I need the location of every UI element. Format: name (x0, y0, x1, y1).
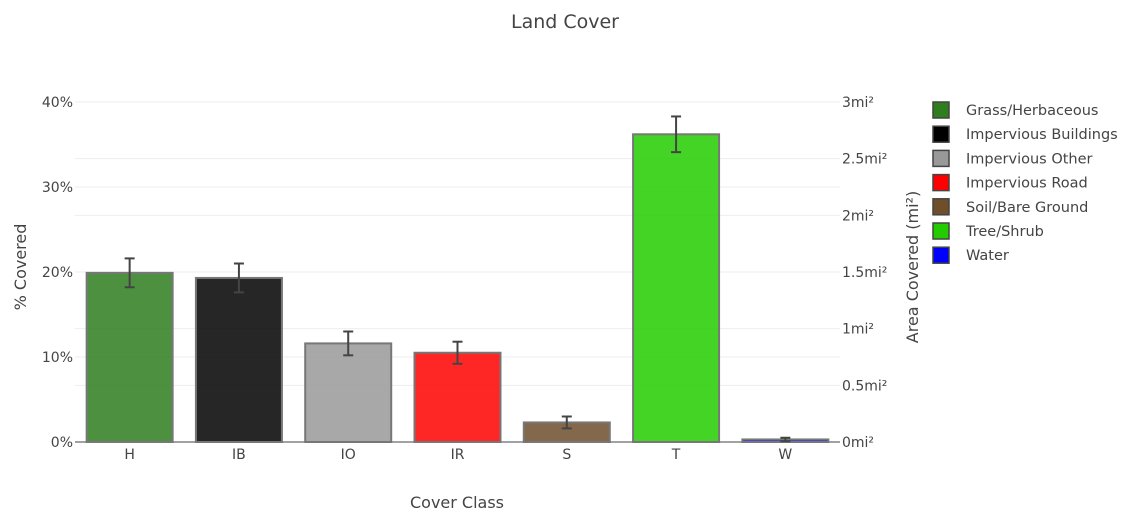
x-axis-title: Cover Class (410, 493, 504, 512)
x-tick-label: IB (232, 447, 246, 463)
legend-swatch (932, 173, 950, 192)
y-tick-label: 30% (42, 180, 73, 196)
y2-tick-label: 1mi² (842, 322, 874, 338)
y2-axis-ticks: 0mi² 0.5mi² 1mi² 1.5mi² 2mi² 2.5mi² 3mi² (842, 95, 887, 451)
y-tick-label: 0% (51, 435, 73, 451)
y2-tick-label: 2.5mi² (842, 152, 887, 168)
legend-label: Grass/Herbaceous (966, 103, 1098, 119)
legend-swatch (932, 198, 950, 216)
legend-swatch (932, 125, 950, 143)
legend-label: Soil/Bare Ground (966, 200, 1088, 216)
y-tick-label: 10% (42, 350, 73, 366)
x-tick-label: S (562, 447, 571, 463)
y2-tick-label: 0.5mi² (842, 378, 887, 394)
legend-swatch (932, 246, 950, 264)
x-tick-label: W (778, 447, 792, 463)
y2-tick-label: 1.5mi² (842, 265, 887, 281)
legend-swatch (932, 101, 950, 119)
bar-io (304, 342, 393, 443)
y-axis-title: % Covered (11, 224, 30, 311)
bars (85, 115, 830, 444)
legend-label: Tree/Shrub (965, 224, 1044, 240)
bar-t (632, 133, 721, 444)
y2-tick-label: 0mi² (842, 435, 874, 451)
y2-tick-label: 3mi² (842, 95, 874, 111)
x-tick-label: T (671, 447, 681, 463)
chart-title: Land Cover (511, 11, 619, 33)
y2-axis-title: Area Covered (mi²) (903, 191, 922, 343)
x-tick-label: IO (341, 447, 356, 463)
y-tick-label: 20% (42, 265, 73, 281)
legend-label: Water (966, 248, 1009, 264)
y-axis-ticks: 0% 10% 20% 30% 40% (42, 95, 73, 451)
legend-label: Impervious Other (966, 151, 1093, 167)
y-tick-label: 40% (42, 95, 73, 111)
x-axis-ticks: H IB IO IR S T W (124, 447, 792, 463)
x-tick-label: IR (451, 447, 465, 463)
bar-h (85, 271, 174, 443)
legend-label: Impervious Buildings (966, 127, 1118, 143)
legend-label: Impervious Road (966, 176, 1088, 192)
bar-ir (413, 351, 502, 443)
legend-swatch (932, 222, 950, 240)
y2-tick-label: 2mi² (842, 208, 874, 224)
legend-swatch (932, 149, 950, 168)
bar-ib (194, 276, 283, 444)
x-tick-label: H (124, 447, 135, 463)
legend: Grass/Herbaceous Impervious Buildings Impe… (932, 101, 1118, 264)
